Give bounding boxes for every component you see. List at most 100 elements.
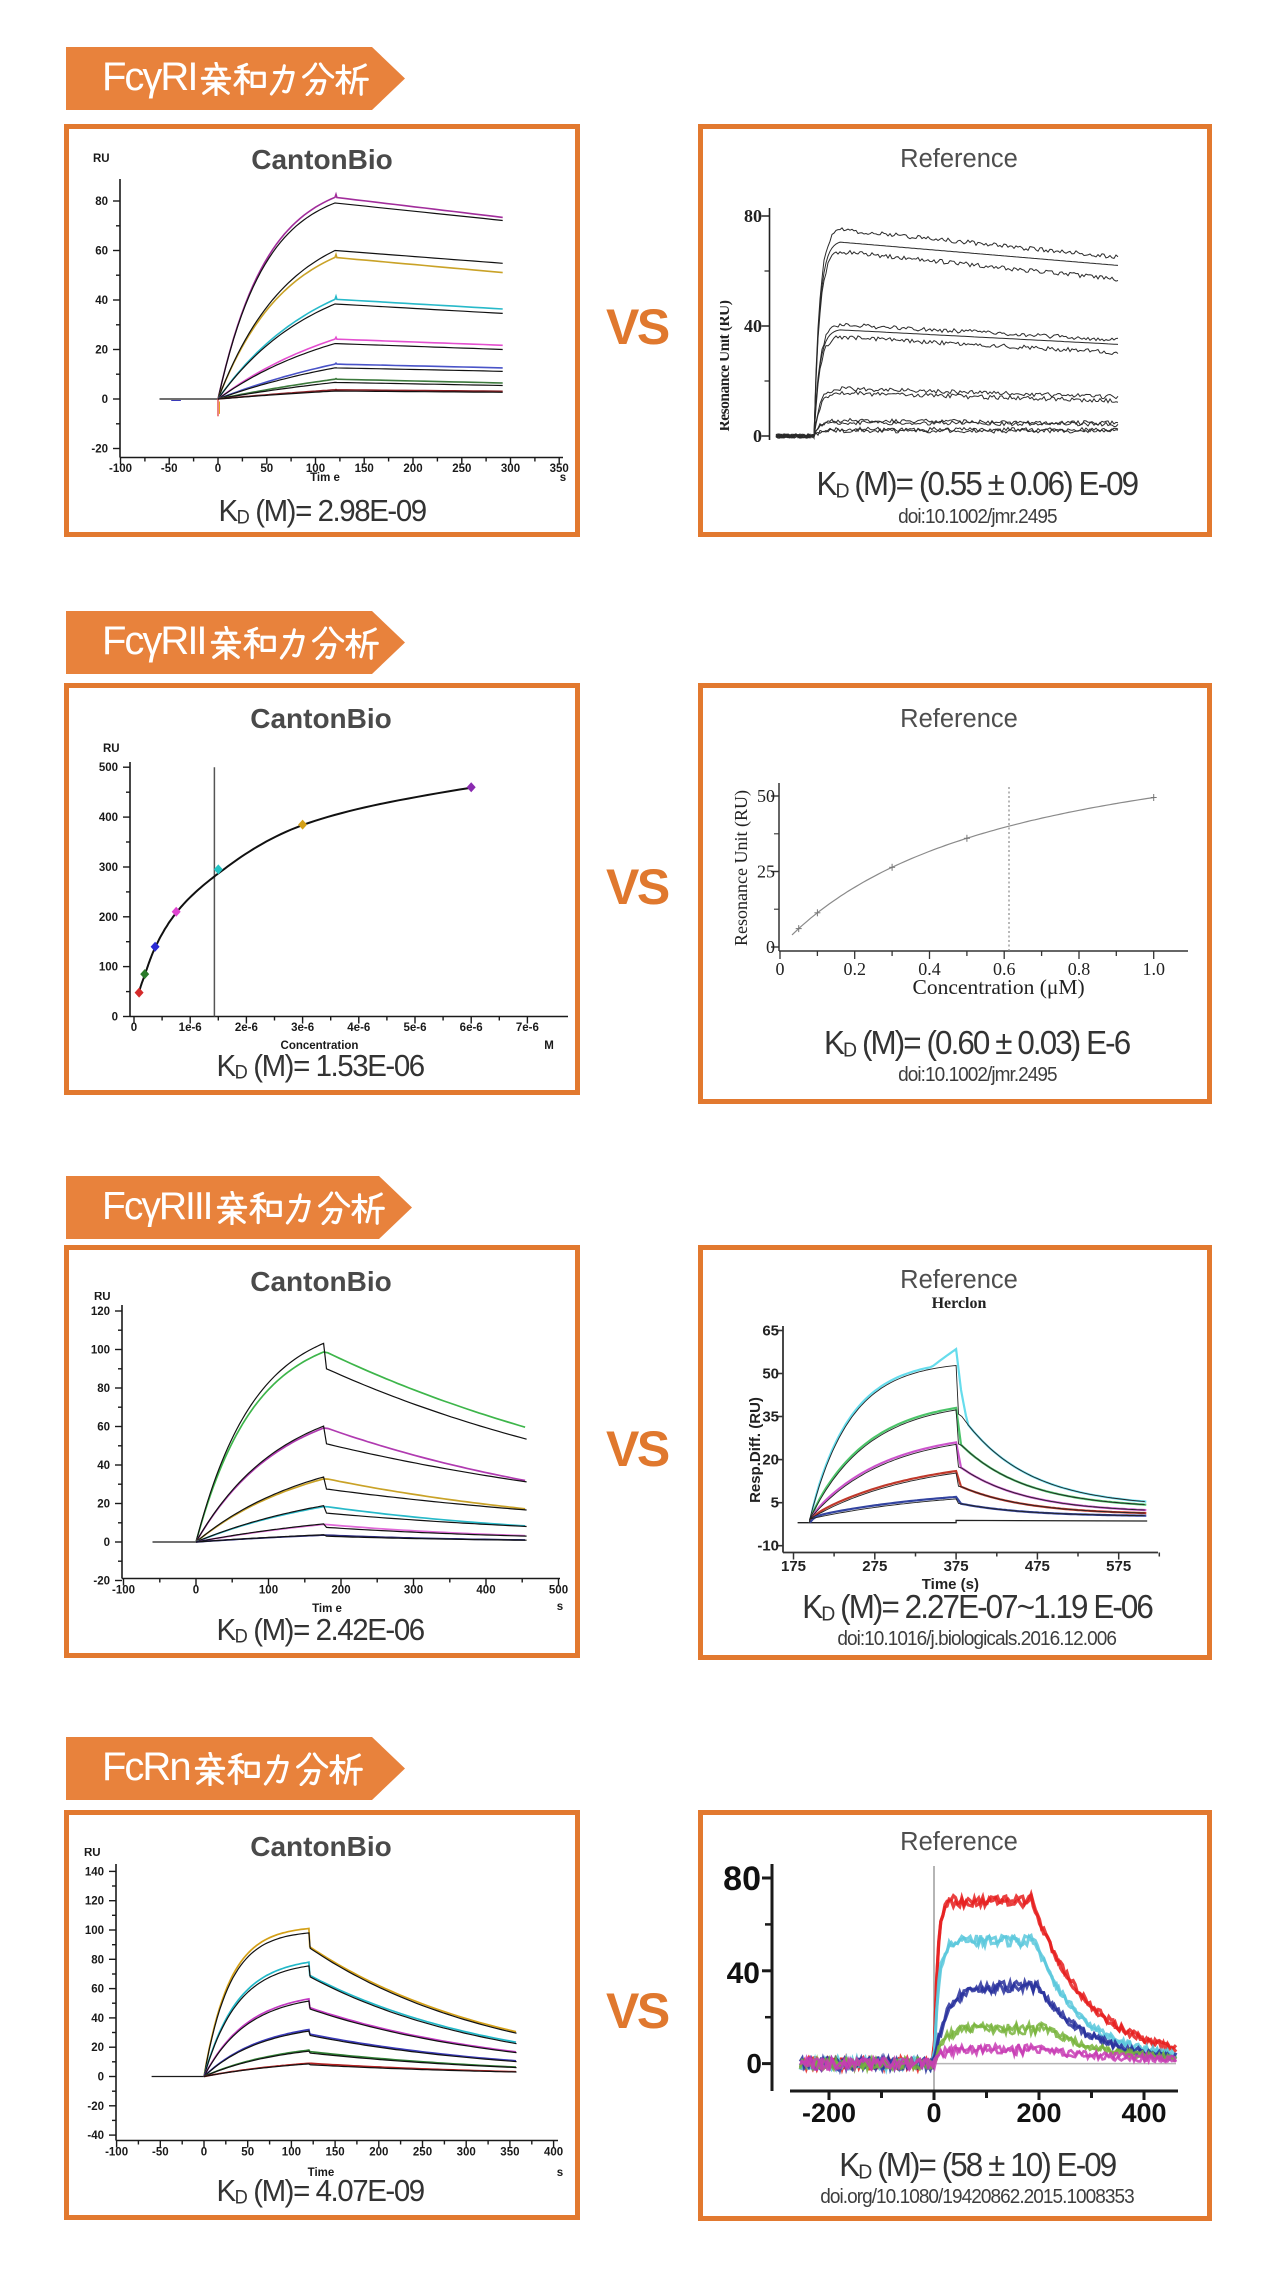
svg-text:-100: -100	[109, 463, 132, 475]
svg-text:40: 40	[97, 1460, 110, 1472]
svg-text:150: 150	[326, 2147, 345, 2159]
svg-text:0.8: 0.8	[1068, 959, 1091, 979]
svg-text:200: 200	[99, 912, 118, 924]
svg-text:-50: -50	[152, 2147, 169, 2159]
svg-text:1e-6: 1e-6	[179, 1022, 202, 1034]
svg-text:575: 575	[1106, 1558, 1131, 1575]
svg-text:40: 40	[727, 1957, 760, 1990]
svg-text:20: 20	[91, 2042, 104, 2054]
svg-text:400: 400	[99, 812, 118, 824]
svg-text:5e-6: 5e-6	[403, 1022, 426, 1034]
svg-text:s: s	[560, 472, 566, 484]
svg-text:2e-6: 2e-6	[235, 1022, 258, 1034]
svg-text:20: 20	[762, 1452, 779, 1469]
svg-text:100: 100	[99, 962, 118, 974]
svg-text:s: s	[557, 1601, 563, 1613]
svg-text:0.6: 0.6	[993, 959, 1016, 979]
svg-text:50: 50	[241, 2147, 254, 2159]
svg-text:300: 300	[404, 1585, 423, 1597]
svg-text:200: 200	[331, 1585, 350, 1597]
svg-text:250: 250	[413, 2147, 432, 2159]
svg-text:RU: RU	[103, 743, 120, 755]
svg-text:100: 100	[85, 1925, 104, 1937]
svg-text:100: 100	[91, 1345, 110, 1357]
svg-text:60: 60	[97, 1422, 110, 1434]
svg-text:0: 0	[746, 2048, 762, 2079]
svg-text:20: 20	[97, 1499, 110, 1511]
svg-text:400: 400	[476, 1585, 495, 1597]
svg-text:80: 80	[97, 1383, 110, 1395]
svg-text:Concentration: Concentration	[281, 1040, 359, 1052]
svg-text:-10: -10	[757, 1538, 779, 1555]
svg-text:-100: -100	[105, 2147, 128, 2159]
svg-text:RU: RU	[94, 1292, 111, 1303]
svg-text:0: 0	[776, 959, 785, 979]
svg-text:375: 375	[944, 1558, 969, 1575]
svg-text:s: s	[557, 2167, 563, 2179]
svg-text:5: 5	[771, 1495, 779, 1512]
svg-text:350: 350	[550, 463, 569, 475]
svg-text:80: 80	[744, 206, 762, 226]
svg-text:M: M	[544, 1040, 554, 1052]
svg-text:100: 100	[259, 1585, 278, 1597]
svg-text:RU: RU	[84, 1848, 101, 1859]
svg-text:Concentration (μM): Concentration (μM)	[913, 975, 1085, 999]
svg-text:0: 0	[753, 426, 762, 446]
svg-text:400: 400	[1121, 2098, 1166, 2128]
svg-text:0: 0	[131, 1022, 137, 1034]
svg-text:Resonance Unit (RU): Resonance Unit (RU)	[720, 300, 733, 431]
svg-text:0.2: 0.2	[843, 959, 866, 979]
svg-text:-200: -200	[802, 2098, 856, 2128]
svg-text:60: 60	[91, 1984, 104, 1996]
svg-text:300: 300	[99, 862, 118, 874]
svg-text:80: 80	[91, 1954, 104, 1966]
svg-text:7e-6: 7e-6	[516, 1022, 539, 1034]
svg-text:20: 20	[95, 345, 108, 357]
svg-text:0: 0	[193, 1585, 199, 1597]
svg-text:35: 35	[762, 1409, 779, 1426]
svg-text:200: 200	[403, 463, 422, 475]
svg-text:250: 250	[452, 463, 471, 475]
svg-text:0: 0	[766, 937, 775, 957]
svg-text:500: 500	[549, 1585, 568, 1597]
svg-text:-40: -40	[87, 2130, 104, 2142]
svg-text:1.0: 1.0	[1142, 959, 1165, 979]
svg-text:120: 120	[85, 1896, 104, 1908]
svg-text:200: 200	[1016, 2098, 1061, 2128]
svg-text:0: 0	[112, 1012, 118, 1024]
svg-text:0: 0	[215, 463, 221, 475]
svg-text:80: 80	[723, 1860, 761, 1898]
svg-text:-20: -20	[87, 2101, 104, 2113]
svg-text:50: 50	[260, 463, 273, 475]
svg-text:300: 300	[501, 463, 520, 475]
svg-text:0: 0	[102, 394, 108, 406]
svg-text:100: 100	[282, 2147, 301, 2159]
svg-text:50: 50	[762, 1366, 779, 1383]
svg-text:-20: -20	[91, 444, 108, 456]
svg-text:475: 475	[1025, 1558, 1050, 1575]
svg-text:6e-6: 6e-6	[460, 1022, 483, 1034]
svg-text:40: 40	[91, 2013, 104, 2025]
svg-text:0.4: 0.4	[918, 959, 941, 979]
svg-text:-50: -50	[161, 463, 178, 475]
svg-text:Resp.Diff. (RU): Resp.Diff. (RU)	[747, 1397, 764, 1503]
svg-text:175: 175	[781, 1558, 806, 1575]
svg-text:-100: -100	[112, 1585, 135, 1597]
svg-text:40: 40	[744, 316, 762, 336]
svg-text:200: 200	[369, 2147, 388, 2159]
svg-text:50: 50	[757, 786, 775, 806]
svg-text:150: 150	[355, 463, 374, 475]
svg-text:40: 40	[95, 295, 108, 307]
svg-text:65: 65	[762, 1323, 779, 1340]
svg-text:0: 0	[98, 2072, 104, 2084]
svg-text:300: 300	[457, 2147, 476, 2159]
svg-text:120: 120	[91, 1306, 110, 1318]
svg-text:RU: RU	[93, 153, 110, 165]
svg-text:4e-6: 4e-6	[347, 1022, 370, 1034]
svg-text:100: 100	[306, 463, 325, 475]
svg-text:0: 0	[926, 2098, 941, 2128]
svg-text:Tim e: Tim e	[312, 1603, 342, 1615]
svg-text:Resonance Unit (RU): Resonance Unit (RU)	[731, 790, 752, 946]
svg-text:400: 400	[544, 2147, 563, 2159]
svg-text:25: 25	[757, 862, 775, 882]
